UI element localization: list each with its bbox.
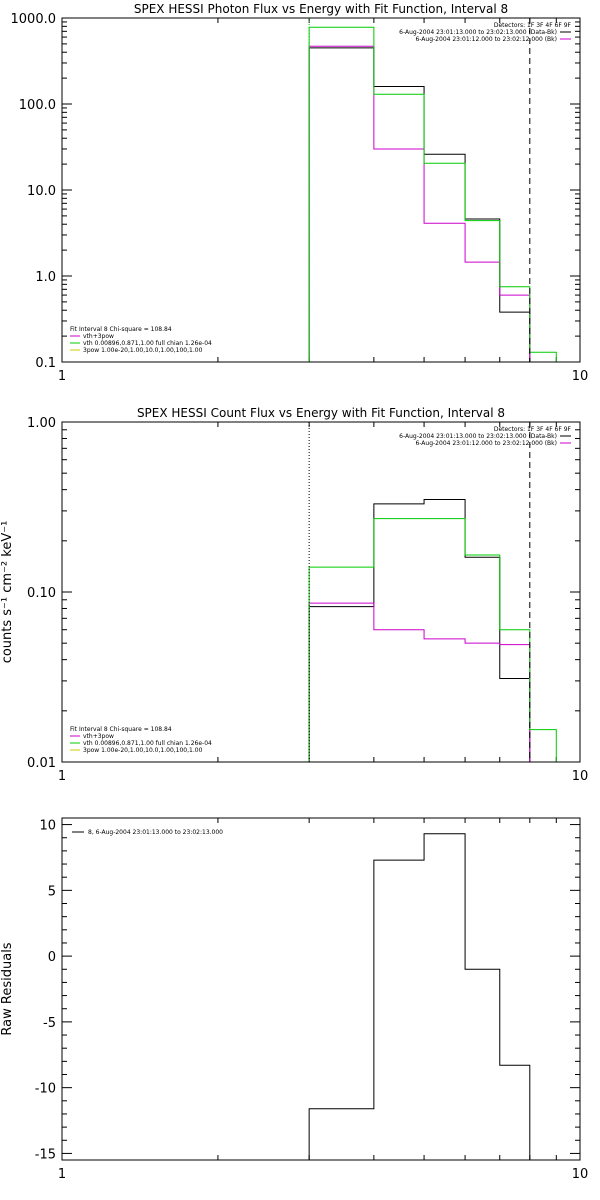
y-axis-label: counts s⁻¹ cm⁻² keV⁻¹ (0, 521, 15, 664)
y-tick-label: 0 (48, 950, 56, 965)
plot-frame (61, 817, 581, 1161)
x-tick-label: 1 (58, 769, 66, 784)
series-line-2 (308, 45, 531, 362)
series-line-1 (308, 47, 531, 362)
y-tick-label: 1.0 (35, 270, 56, 285)
x-tick-label: 10 (572, 769, 589, 784)
x-tick-label: 1 (58, 1167, 66, 1182)
series-line-3 (308, 518, 557, 762)
y-tick-label: 100.0 (19, 98, 56, 113)
fit-legend-entry: vth+3pow (83, 333, 114, 340)
y-tick-label: 0.1 (35, 356, 56, 371)
x-tick-label: 10 (572, 1167, 589, 1182)
plot-frame (61, 17, 581, 363)
fit-legend-entry: 3pow 1.00e-20,1.00,10.0,1.00,100,1.00 (83, 347, 203, 354)
x-tick-label: 1 (58, 369, 66, 384)
plot-area (308, 18, 557, 362)
y-tick-label: -5 (43, 1016, 56, 1031)
fit-legend-entry: vth 0.00896,0.871,1.00 full chian 1.26e-… (83, 740, 212, 747)
fit-legend-entry: 3pow 1.00e-20,1.00,10.0,1.00,100,1.00 (83, 747, 203, 754)
chart-panel-1: SPEX HESSI Photon Flux vs Energy with Fi… (11, 2, 589, 384)
chart-title: SPEX HESSI Photon Flux vs Energy with Fi… (134, 2, 508, 16)
legend-header: Detectors: 1F 3F 4F 6F 9F (494, 426, 572, 433)
legend-entry: 6-Aug-2004 23:01:13.000 to 23:02:13.000 … (399, 433, 557, 440)
legend-header: Detectors: 1F 3F 4F 6F 9F (494, 22, 572, 29)
chart-panel-3: Raw Residuals 1 10 10 5 0 -5 -10 -15 8, 6-Aug-200… (0, 817, 589, 1182)
chart-panel-2: SPEX HESSI Count Flux vs Energy with Fit… (0, 406, 588, 784)
plot-frame (61, 421, 581, 763)
y-tick-label: -10 (35, 1082, 56, 1097)
legend-entry: 6-Aug-2004 23:01:13.000 to 23:02:13.000 … (399, 29, 557, 36)
legend-entry: 6-Aug-2004 23:01:12.000 to 23:02:12.000 … (415, 440, 557, 447)
fit-legend-entry: vth+3pow (83, 733, 114, 740)
residual-legend-entry: 8, 6-Aug-2004 23:01:13.000 to 23:02:13.0… (88, 829, 223, 836)
legend-entry: 6-Aug-2004 23:01:12.000 to 23:02:12.000 … (415, 36, 557, 43)
y-tick-label: -15 (35, 1147, 56, 1162)
plot-area (308, 422, 557, 762)
y-tick-label: 0.10 (27, 586, 56, 601)
plot-area (308, 833, 531, 1160)
y-tick-label: 10.0 (27, 184, 56, 199)
fit-legend-header: Fit Interval 8 Chi-square = 108.84 (70, 326, 172, 333)
y-tick-label: 5 (48, 884, 56, 899)
series-line-1 (308, 833, 531, 1160)
y-tick-label: 10 (39, 819, 56, 834)
fit-legend-entry: vth 0.00896,0.871,1.00 full chian 1.26e-… (83, 340, 212, 347)
series-line-2 (308, 602, 557, 762)
y-tick-label: 0.01 (27, 756, 56, 771)
y-tick-label: 1.00 (27, 416, 56, 431)
series-line-1 (308, 499, 531, 762)
fit-legend-header: Fit Interval 8 Chi-square = 108.84 (70, 726, 172, 733)
y-axis-label: Raw Residuals (0, 942, 15, 1035)
x-tick-label: 10 (572, 369, 589, 384)
chart-title: SPEX HESSI Count Flux vs Energy with Fit… (137, 406, 505, 420)
y-tick-label: 1000.0 (11, 12, 57, 27)
